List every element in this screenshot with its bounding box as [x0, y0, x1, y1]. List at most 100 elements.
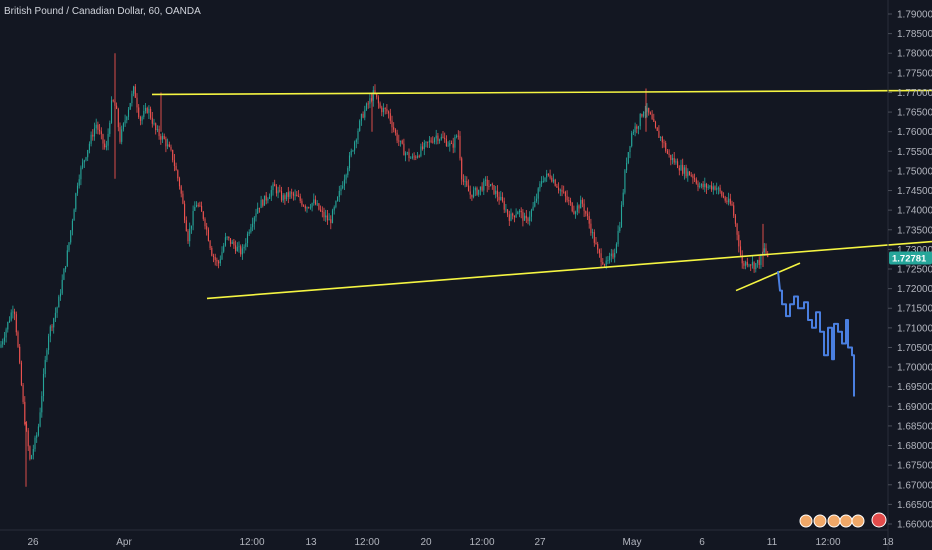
candle-body — [117, 108, 119, 128]
projection-path[interactable] — [777, 270, 855, 397]
candle-body — [529, 216, 531, 222]
candle-body — [163, 135, 165, 139]
candle-body — [692, 175, 694, 179]
event-icon[interactable] — [851, 514, 865, 528]
candle-body — [303, 205, 305, 207]
dividend-icon[interactable] — [871, 512, 887, 528]
y-tick-label: 1.76500 — [897, 108, 932, 119]
candle-body — [551, 177, 553, 182]
candle-body — [119, 127, 121, 142]
candle-body — [277, 190, 279, 194]
candle-body — [690, 175, 692, 177]
candle-body — [197, 204, 199, 206]
candle-body — [105, 145, 107, 148]
candle-body — [374, 90, 376, 94]
candle-body — [252, 223, 254, 228]
candle-body — [274, 184, 276, 187]
candle-body — [53, 318, 55, 328]
candle-body — [206, 226, 208, 230]
candle-body — [178, 178, 181, 187]
candle-body — [362, 113, 364, 118]
y-tick-label: 1.71500 — [897, 304, 932, 315]
candle-body — [36, 434, 38, 438]
candle-body — [745, 261, 747, 266]
candle-body — [549, 174, 551, 178]
candle-body — [498, 196, 500, 201]
event-icon[interactable] — [827, 514, 841, 528]
candle-body — [712, 186, 714, 190]
candle-body — [442, 136, 444, 138]
trendline[interactable] — [206, 240, 932, 300]
corner-icons[interactable] — [799, 512, 887, 528]
candle-body — [316, 203, 318, 205]
candle-body — [461, 158, 463, 180]
y-tick-label: 1.68000 — [897, 441, 932, 452]
candle-body — [10, 312, 12, 321]
candle-body — [369, 98, 371, 104]
candle-body — [612, 253, 614, 258]
candle-body — [581, 199, 583, 204]
candle-body — [575, 211, 577, 214]
candle-body — [578, 205, 580, 209]
candle-body — [729, 198, 731, 204]
candle-body — [8, 320, 11, 323]
candle-body — [558, 187, 560, 191]
event-icon[interactable] — [799, 514, 813, 528]
candle-body — [65, 266, 67, 270]
candle-body — [325, 215, 327, 218]
candle-body — [364, 109, 366, 118]
candle-body — [530, 210, 532, 217]
time-axis[interactable]: 26 Apr 12:00 13 12:00 20 12:00 27 May 6 11 12:00 18 — [0, 529, 894, 548]
candle-body — [184, 203, 186, 221]
trendline[interactable] — [735, 262, 801, 292]
candle-body — [476, 187, 478, 195]
candle-body — [314, 199, 317, 205]
candle-body — [133, 86, 135, 94]
candle-body — [246, 233, 249, 244]
y-tick-label: 1.72000 — [897, 284, 932, 295]
candle-body — [216, 259, 218, 262]
candle-body — [172, 149, 174, 161]
candle-body — [738, 234, 740, 247]
candle-body — [2, 341, 4, 345]
candle-body — [131, 93, 133, 104]
candle-body — [99, 129, 101, 132]
candle-body — [462, 179, 464, 182]
x-tick-label: 27 — [534, 537, 546, 548]
candle-body — [308, 207, 310, 208]
projection-line[interactable] — [777, 270, 855, 397]
candle-body — [100, 131, 102, 135]
candle-body — [63, 269, 65, 280]
y-tick-label: 1.67000 — [897, 480, 932, 491]
candle-body — [583, 203, 585, 212]
candle-body — [129, 103, 131, 110]
candle-body — [14, 311, 16, 315]
candle-body — [335, 200, 337, 208]
candle-body — [666, 150, 668, 154]
candle-body — [597, 244, 599, 250]
candle-body — [433, 138, 436, 143]
event-icon[interactable] — [839, 514, 853, 528]
candle-body — [728, 198, 730, 203]
candle-body — [632, 132, 634, 134]
candle-body — [602, 262, 604, 265]
candle-body — [189, 228, 191, 242]
candle-body — [481, 186, 483, 191]
candle-body — [155, 123, 157, 131]
event-icon[interactable] — [813, 514, 827, 528]
candle-body — [680, 164, 682, 171]
candle-body — [388, 111, 390, 114]
trendline[interactable] — [151, 89, 932, 96]
y-tick-label: 1.78000 — [897, 49, 932, 60]
trendline-group[interactable] — [151, 89, 932, 300]
candle-body — [15, 314, 17, 333]
candle-body — [136, 97, 138, 108]
candle-body — [563, 191, 565, 193]
candle-body — [699, 186, 701, 187]
candle-body — [456, 135, 458, 138]
candle-body — [204, 218, 206, 227]
candle-body — [491, 184, 493, 186]
y-tick-label: 1.70000 — [897, 363, 932, 374]
price-axis[interactable]: 1.79000 1.78500 1.78000 1.77500 1.77000 1.765… — [888, 10, 932, 531]
